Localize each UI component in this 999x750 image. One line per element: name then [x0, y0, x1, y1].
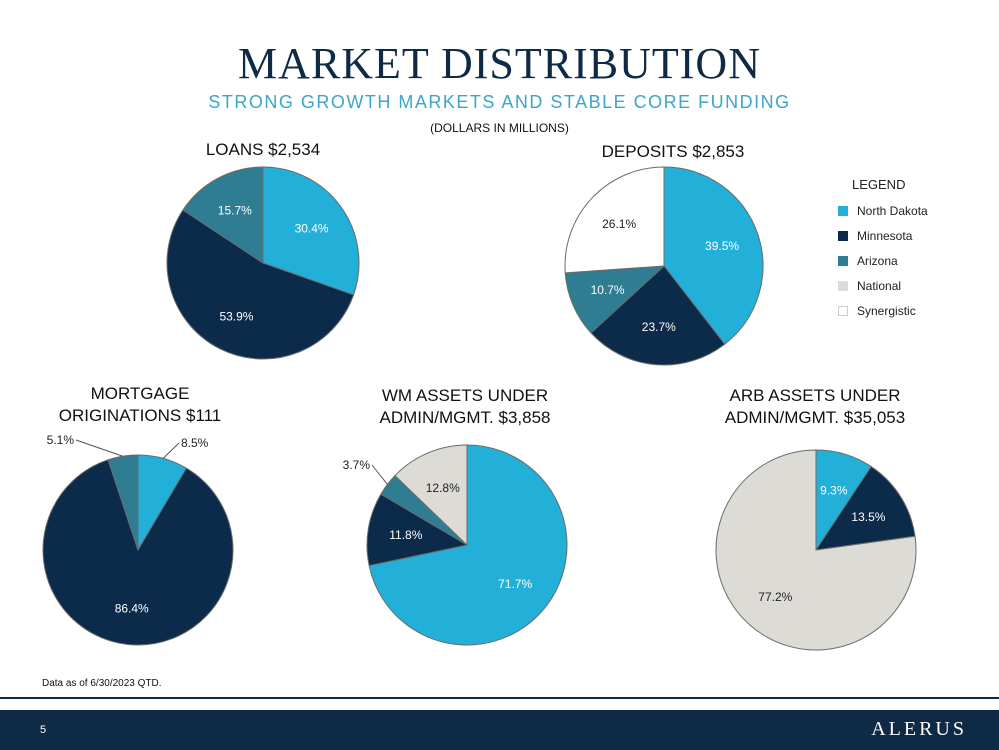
legend-label: North Dakota — [857, 203, 928, 218]
legend-swatch — [838, 280, 848, 291]
deposits-slice-minnesota — [590, 265, 726, 366]
deposits-chart-title: DEPOSITS $2,853 — [601, 142, 745, 161]
legend-label: Arizona — [857, 253, 898, 268]
mortgage-leader-line — [162, 442, 180, 459]
legend-label: Minnesota — [857, 228, 913, 243]
legend-swatch — [838, 230, 848, 241]
footnote: Data as of 6/30/2023 QTD. — [42, 678, 162, 689]
legend-title: LEGEND — [852, 177, 906, 192]
arb-chart-title: ARB ASSETS UNDER ADMIN/MGMT. $35,053 — [695, 385, 935, 429]
wm-leader-line — [371, 464, 388, 485]
mortgage-chart-title: MORTGAGE ORIGINATIONS $111 — [30, 383, 250, 427]
mortgage-title-line-2: ORIGINATIONS $111 — [58, 406, 222, 425]
page-number: 5 — [40, 724, 47, 736]
loans-slice-minnesota — [166, 209, 355, 360]
mortgage-data-label: 86.4% — [115, 602, 149, 616]
loans-chart-title: LOANS $2,534 — [205, 140, 321, 159]
wm-chart-title: WM ASSETS UNDER ADMIN/MGMT. $3,858 — [345, 385, 585, 429]
wm-data-label: 11.8% — [389, 528, 422, 542]
legend-item-minnesota: Minnesota — [838, 223, 928, 248]
loans-slice-arizona — [182, 166, 264, 264]
legend-swatch — [838, 205, 848, 216]
units-note: (DOLLARS IN MILLIONS) — [430, 121, 569, 135]
deposits-slice-north-dakota — [663, 166, 764, 345]
page-title: MARKET DISTRIBUTION — [238, 39, 761, 88]
mortgage-leader-line — [75, 439, 124, 457]
arb-slice-minnesota — [814, 465, 916, 551]
legend-label: National — [857, 278, 902, 293]
pie-charts: 30.4% 53.9% 15.7% 39.5% 23.7% 10.7% 26.1% 8.5% 8… — [42, 166, 917, 651]
wm-data-label: 3.7% — [343, 458, 371, 472]
wm-title-line-2: ADMIN/MGMT. $3,858 — [379, 408, 551, 427]
mortgage-data-label: 5.1% — [47, 433, 75, 447]
wm-data-label: 71.7% — [498, 577, 532, 591]
arb-data-label: 77.2% — [758, 590, 792, 604]
mortgage-title-line-1: MORTGAGE — [90, 384, 190, 403]
legend-item-national: National — [838, 273, 928, 298]
footer-divider — [0, 697, 999, 699]
arb-data-label: 9.3% — [820, 484, 848, 498]
wm-slice-minnesota — [366, 493, 469, 567]
deposits-slice-synergistic — [564, 166, 665, 274]
legend-label: Synergistic — [857, 303, 916, 318]
footer-bar: 5 ALERUS — [0, 710, 999, 750]
legend-swatch — [838, 255, 848, 266]
arb-title-line-2: ADMIN/MGMT. $35,053 — [724, 408, 906, 427]
arb-data-label: 13.5% — [851, 510, 885, 524]
legend-swatch — [838, 305, 848, 316]
arb-title-line-1: ARB ASSETS UNDER — [729, 386, 901, 405]
loans-data-label: 15.7% — [218, 204, 252, 218]
legend-item-synergistic: Synergistic — [838, 298, 928, 323]
deposits-data-label: 10.7% — [591, 283, 625, 297]
loans-data-label: 53.9% — [219, 309, 253, 323]
loans-data-label: 30.4% — [295, 222, 329, 236]
legend: LEGEND North Dakota Minnesota Arizona Na… — [838, 177, 928, 323]
legend-item-arizona: Arizona — [838, 248, 928, 273]
deposits-data-label: 26.1% — [602, 217, 636, 231]
mortgage-data-label: 8.5% — [181, 436, 209, 450]
legend-item-north-dakota: North Dakota — [838, 198, 928, 223]
mortgage-slice-minnesota — [42, 459, 234, 646]
deposits-slice-arizona — [564, 265, 666, 334]
wm-slice-national — [394, 444, 468, 547]
alerus-logo: ALERUS — [871, 718, 967, 740]
deposits-data-label: 23.7% — [642, 320, 676, 334]
wm-title-line-1: WM ASSETS UNDER — [381, 386, 549, 405]
loans-slice-north-dakota — [262, 166, 360, 296]
deposits-data-label: 39.5% — [705, 239, 739, 253]
page-subtitle: STRONG GROWTH MARKETS AND STABLE CORE FU… — [208, 92, 791, 112]
wm-data-label: 12.8% — [426, 481, 460, 495]
wm-slice-north-dakota — [368, 444, 568, 646]
arb-slice-national — [715, 449, 917, 651]
